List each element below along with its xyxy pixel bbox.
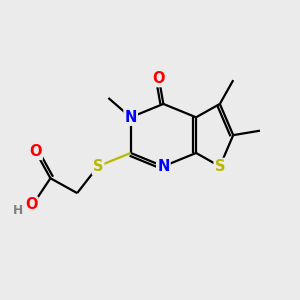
Text: O: O [153,71,165,86]
Text: H: H [13,204,23,218]
Text: N: N [157,159,170,174]
Text: O: O [25,197,38,212]
Text: S: S [93,159,103,174]
Text: O: O [29,144,42,159]
Text: N: N [124,110,137,125]
Text: S: S [214,159,225,174]
